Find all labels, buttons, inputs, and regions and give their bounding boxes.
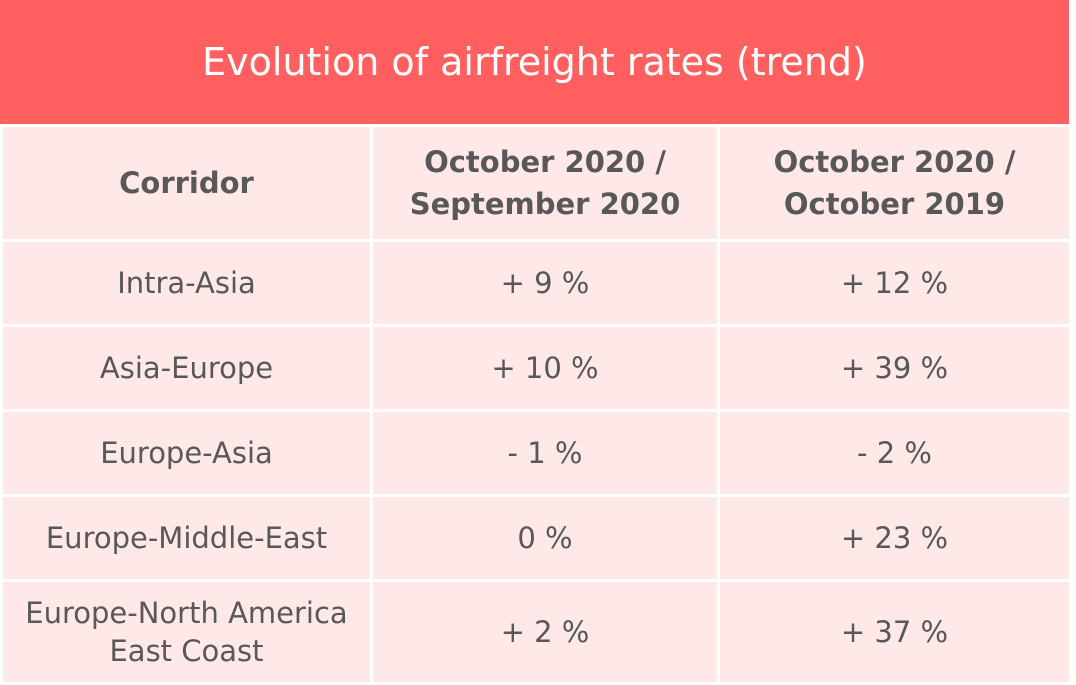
month-over-month-cell: 0 %: [370, 494, 720, 582]
column-header-month-over-month: October 2020 /September 2020: [370, 124, 720, 242]
year-over-year-cell: + 39 %: [717, 324, 1072, 412]
corridor-cell: Europe-Middle-East: [0, 494, 373, 582]
year-over-year-cell: + 37 %: [717, 579, 1072, 685]
month-over-month-cell: + 10 %: [370, 324, 720, 412]
column-header-corridor: Corridor: [0, 124, 373, 242]
table-row: Asia-Europe + 10 % + 39 %: [0, 324, 1072, 412]
table-row: Europe-Asia - 1 % - 2 %: [0, 409, 1072, 497]
month-over-month-cell: + 9 %: [370, 239, 720, 327]
table-title: Evolution of airfreight rates (trend): [0, 0, 1069, 124]
year-over-year-cell: + 12 %: [717, 239, 1072, 327]
column-header-year-over-year: October 2020 /October 2019: [717, 124, 1072, 242]
table-body: Intra-Asia + 9 % + 12 % Asia-Europe + 10 % + …: [0, 239, 1072, 685]
table-row: Europe-North America East Coast + 2 % + 37 …: [0, 579, 1072, 685]
month-over-month-cell: - 1 %: [370, 409, 720, 497]
corridor-cell: Intra-Asia: [0, 239, 373, 327]
year-over-year-cell: + 23 %: [717, 494, 1072, 582]
table-row: Europe-Middle-East 0 % + 23 %: [0, 494, 1072, 582]
month-over-month-cell: + 2 %: [370, 579, 720, 685]
rates-table: Corridor October 2020 /September 2020 Oc…: [0, 124, 1072, 685]
table-row: Intra-Asia + 9 % + 12 %: [0, 239, 1072, 327]
corridor-cell: Asia-Europe: [0, 324, 373, 412]
header-row: Corridor October 2020 /September 2020 Oc…: [0, 124, 1072, 242]
corridor-cell: Europe-North America East Coast: [0, 579, 373, 685]
year-over-year-cell: - 2 %: [717, 409, 1072, 497]
corridor-cell: Europe-Asia: [0, 409, 373, 497]
